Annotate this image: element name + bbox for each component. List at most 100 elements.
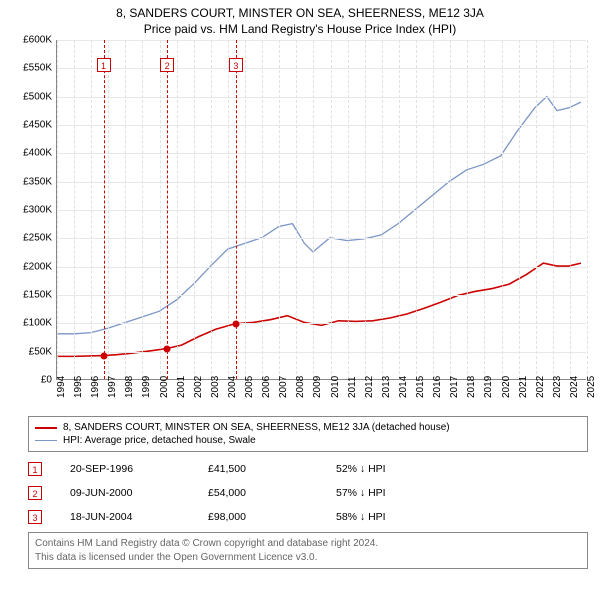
h-gridline (57, 125, 586, 126)
v-gridline (433, 40, 434, 379)
x-tick-label: 2005 (244, 376, 255, 398)
x-tick-label: 1996 (90, 376, 101, 398)
record-marker: 1 (28, 462, 42, 476)
y-tick-label: £100K (23, 318, 52, 329)
h-gridline (57, 210, 586, 211)
v-gridline (245, 40, 246, 379)
x-tick-label: 2019 (483, 376, 494, 398)
record-pct: 52% ↓ HPI (336, 463, 446, 475)
marker-point (232, 321, 239, 328)
x-tick-label: 2012 (364, 376, 375, 398)
chart-container: 8, SANDERS COURT, MINSTER ON SEA, SHEERN… (0, 0, 600, 573)
x-tick-label: 2004 (227, 376, 238, 398)
v-gridline (416, 40, 417, 379)
x-tick-label: 2003 (210, 376, 221, 398)
y-tick-label: £400K (23, 148, 52, 159)
x-axis: 1994199519961997199819992000200120022003… (56, 380, 586, 410)
x-tick-label: 2001 (176, 376, 187, 398)
v-gridline (194, 40, 195, 379)
v-gridline (365, 40, 366, 379)
v-gridline (108, 40, 109, 379)
v-gridline (519, 40, 520, 379)
x-tick-label: 2018 (466, 376, 477, 398)
x-tick-label: 1999 (141, 376, 152, 398)
v-gridline (484, 40, 485, 379)
v-gridline (450, 40, 451, 379)
y-tick-label: £300K (23, 205, 52, 216)
h-gridline (57, 323, 586, 324)
v-gridline (570, 40, 571, 379)
chart-subtitle: Price paid vs. HM Land Registry's House … (10, 22, 590, 36)
y-tick-label: £150K (23, 290, 52, 301)
x-tick-label: 2000 (159, 376, 170, 398)
marker-line (104, 40, 105, 379)
footnote-line1: Contains HM Land Registry data © Crown c… (35, 537, 581, 551)
x-tick-label: 2008 (295, 376, 306, 398)
x-tick-label: 2017 (449, 376, 460, 398)
v-gridline (142, 40, 143, 379)
marker-line (236, 40, 237, 379)
v-gridline (279, 40, 280, 379)
y-tick-label: £350K (23, 176, 52, 187)
v-gridline (91, 40, 92, 379)
marker-point (100, 353, 107, 360)
chart-area: £0£50K£100K£150K£200K£250K£300K£350K£400… (10, 40, 590, 410)
x-tick-label: 2022 (535, 376, 546, 398)
x-tick-label: 2009 (312, 376, 323, 398)
marker-point (164, 346, 171, 353)
v-gridline (313, 40, 314, 379)
x-tick-label: 2024 (569, 376, 580, 398)
v-gridline (296, 40, 297, 379)
x-tick-label: 2015 (415, 376, 426, 398)
chart-title: 8, SANDERS COURT, MINSTER ON SEA, SHEERN… (10, 6, 590, 20)
record-marker: 3 (28, 510, 42, 524)
record-row: 120-SEP-1996£41,50052% ↓ HPI (28, 458, 588, 482)
x-tick-label: 2013 (381, 376, 392, 398)
v-gridline (467, 40, 468, 379)
y-tick-label: £500K (23, 91, 52, 102)
h-gridline (57, 153, 586, 154)
h-gridline (57, 238, 586, 239)
record-pct: 57% ↓ HPI (336, 487, 446, 499)
x-tick-label: 1994 (56, 376, 67, 398)
x-tick-label: 2007 (278, 376, 289, 398)
v-gridline (502, 40, 503, 379)
v-gridline (331, 40, 332, 379)
x-tick-label: 1998 (124, 376, 135, 398)
legend-label: HPI: Average price, detached house, Swal… (63, 435, 256, 446)
v-gridline (57, 40, 58, 379)
x-tick-label: 2025 (586, 376, 597, 398)
footnote: Contains HM Land Registry data © Crown c… (28, 532, 588, 569)
y-tick-label: £600K (23, 35, 52, 46)
x-tick-label: 1997 (107, 376, 118, 398)
legend-item: 8, SANDERS COURT, MINSTER ON SEA, SHEERN… (35, 421, 581, 434)
legend-item: HPI: Average price, detached house, Swal… (35, 434, 581, 447)
x-tick-label: 2010 (330, 376, 341, 398)
record-price: £41,500 (208, 463, 308, 475)
v-gridline (587, 40, 588, 379)
v-gridline (553, 40, 554, 379)
y-tick-label: £250K (23, 233, 52, 244)
h-gridline (57, 40, 586, 41)
h-gridline (57, 267, 586, 268)
marker-box: 2 (160, 58, 174, 72)
v-gridline (382, 40, 383, 379)
record-row: 209-JUN-2000£54,00057% ↓ HPI (28, 482, 588, 506)
y-tick-label: £200K (23, 261, 52, 272)
v-gridline (160, 40, 161, 379)
record-date: 09-JUN-2000 (70, 487, 180, 499)
records-table: 120-SEP-1996£41,50052% ↓ HPI209-JUN-2000… (28, 458, 588, 530)
record-pct: 58% ↓ HPI (336, 511, 446, 523)
legend-swatch (35, 427, 57, 429)
x-tick-label: 1995 (73, 376, 84, 398)
v-gridline (125, 40, 126, 379)
v-gridline (348, 40, 349, 379)
marker-box: 1 (97, 58, 111, 72)
h-gridline (57, 182, 586, 183)
v-gridline (211, 40, 212, 379)
marker-line (167, 40, 168, 379)
y-tick-label: £0 (41, 375, 52, 386)
x-tick-label: 2002 (193, 376, 204, 398)
record-price: £98,000 (208, 511, 308, 523)
record-row: 318-JUN-2004£98,00058% ↓ HPI (28, 506, 588, 530)
